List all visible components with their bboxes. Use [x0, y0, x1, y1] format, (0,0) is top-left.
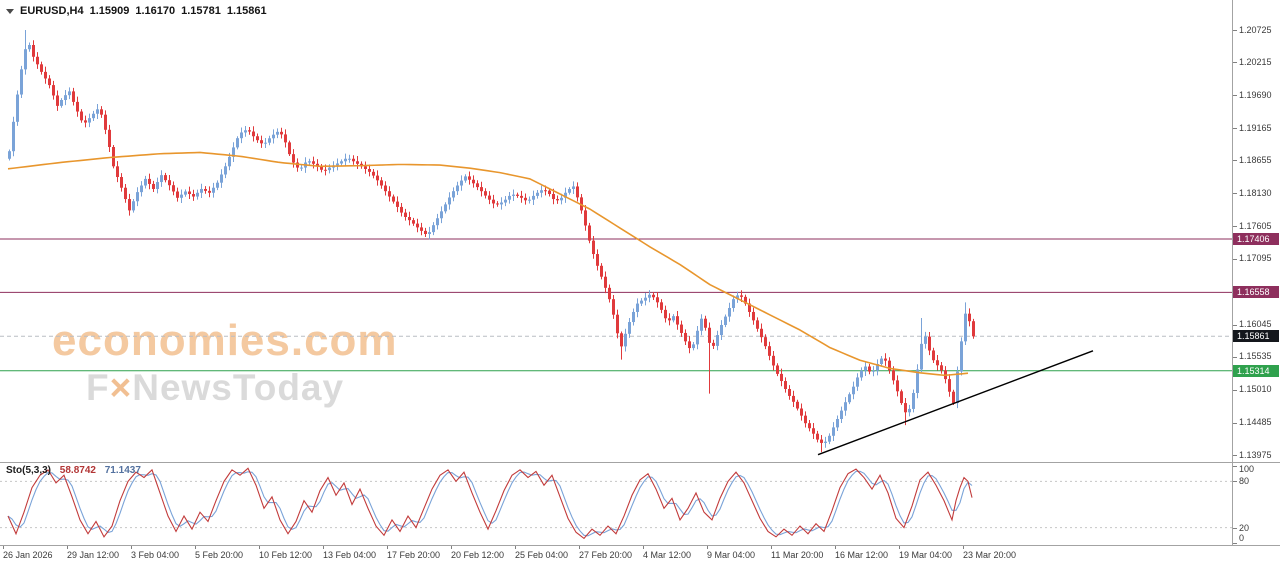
date-label: 25 Feb 04:00: [515, 550, 569, 560]
price-tick-mark: [1233, 226, 1237, 228]
price-tick-label: 1.15010: [1239, 384, 1272, 395]
watermark-f: F: [86, 367, 110, 409]
price-tick-mark: [1233, 258, 1237, 260]
date-label: 16 Mar 12:00: [835, 550, 889, 560]
date-tick-mark: [579, 546, 580, 549]
date-label: 27 Feb 20:00: [579, 550, 633, 560]
chart-title: EURUSD,H4 1.15909 1.16170 1.15781 1.1586…: [6, 5, 267, 17]
price-tick-label: 1.19690: [1239, 89, 1272, 100]
date-label: 10 Feb 12:00: [259, 550, 313, 560]
price-chart-canvas[interactable]: [0, 0, 1232, 462]
indicator-tick-mark: [1233, 543, 1237, 544]
indicator-scale-label: 100: [1239, 464, 1255, 474]
date-tick-mark: [259, 546, 260, 549]
indicator-label: Sto(5,3,3) 58.8742 71.1437: [6, 465, 141, 476]
date-label: 13 Feb 04:00: [323, 550, 377, 560]
price-tick-mark: [1233, 422, 1237, 424]
date-label: 4 Mar 12:00: [643, 550, 692, 560]
ohlc-low: 1.15781: [181, 5, 221, 17]
ohlc-high: 1.16170: [135, 5, 176, 17]
date-label: 29 Jan 12:00: [67, 550, 120, 560]
price-tick-mark: [1233, 128, 1237, 130]
price-tick-label: 1.15535: [1239, 351, 1272, 362]
ohlc-open: 1.15909: [89, 5, 130, 17]
date-tick-mark: [643, 546, 644, 549]
date-tick-mark: [67, 546, 68, 549]
date-tick-mark: [707, 546, 708, 549]
date-tick-mark: [771, 546, 772, 549]
time-axis-divider: [0, 545, 1280, 546]
stochastic-canvas[interactable]: [0, 463, 1232, 545]
price-tick-label: 1.17605: [1239, 220, 1272, 231]
date-label: 20 Feb 12:00: [451, 550, 505, 560]
indicator-signal-value: 71.1437: [104, 465, 141, 476]
price-tick-mark: [1233, 160, 1237, 162]
date-label: 23 Mar 20:00: [963, 550, 1017, 560]
indicator-scale-label: 80: [1239, 476, 1250, 487]
watermark: economies.com F×NewsToday: [52, 316, 398, 409]
price-tick-mark: [1233, 455, 1237, 456]
price-tick-mark: [1233, 356, 1237, 358]
watermark-brand-text: economies.com: [52, 316, 398, 365]
indicator-tick-mark: [1233, 466, 1237, 467]
price-tick-label: 1.18655: [1239, 154, 1272, 165]
chart-symbol-timeframe: EURUSD,H4: [20, 5, 84, 17]
price-tick-label: 1.20725: [1239, 24, 1272, 35]
watermark-x-icon: ×: [109, 367, 133, 409]
price-tick-mark: [1233, 95, 1237, 97]
indicator-name: Sto(5,3,3): [6, 465, 52, 476]
date-label: 3 Feb 04:00: [131, 550, 180, 560]
price-axis[interactable]: 1.20725 1.20215 1.19690 1.19165 1.18655 1.181…: [1232, 0, 1280, 545]
indicator-scale-label: 20: [1239, 522, 1250, 533]
price-tick-label: 1.14485: [1239, 417, 1272, 428]
symbol-marker-icon: [6, 8, 14, 14]
date-tick-mark: [3, 546, 4, 549]
price-badge: 1.16558: [1233, 286, 1279, 299]
date-tick-mark: [515, 546, 516, 549]
date-label: 26 Jan 2026: [3, 550, 53, 560]
date-tick-mark: [195, 546, 196, 549]
price-badge: 1.15861: [1233, 330, 1279, 343]
date-label: 5 Feb 20:00: [195, 550, 244, 560]
price-tick-mark: [1233, 389, 1237, 391]
indicator-tick-mark: [1233, 527, 1237, 529]
time-axis[interactable]: 26 Jan 2026 29 Jan 12:00 3 Feb 04:00 5 Feb …: [0, 546, 1280, 567]
date-label: 9 Mar 04:00: [707, 550, 756, 560]
date-tick-mark: [131, 546, 132, 549]
indicator-main-value: 58.8742: [59, 465, 96, 476]
price-tick-label: 1.19165: [1239, 122, 1272, 133]
date-label: 11 Mar 20:00: [771, 550, 824, 560]
price-tick-label: 1.20215: [1239, 56, 1272, 67]
date-tick-mark: [451, 546, 452, 549]
date-label: 19 Mar 04:00: [899, 550, 953, 560]
price-badge: 1.17406: [1233, 232, 1279, 245]
price-tick-label: 1.17095: [1239, 253, 1272, 264]
date-tick-mark: [835, 546, 836, 549]
date-tick-mark: [323, 546, 324, 549]
price-tick-mark: [1233, 324, 1237, 326]
date-label: 17 Feb 20:00: [387, 550, 441, 560]
price-tick-label: 1.18130: [1239, 187, 1272, 198]
price-tick-mark: [1233, 193, 1237, 195]
price-tick-label: 1.16045: [1239, 319, 1272, 330]
date-tick-mark: [387, 546, 388, 549]
date-tick-mark: [963, 546, 964, 549]
panel-divider[interactable]: [0, 462, 1280, 463]
ohlc-close: 1.15861: [226, 5, 267, 17]
price-badge: 1.15314: [1233, 364, 1279, 377]
date-tick-mark: [899, 546, 900, 549]
watermark-rest: NewsToday: [132, 367, 345, 409]
price-tick-label: 1.13975: [1239, 449, 1272, 460]
watermark-subbrand-text: F×NewsToday: [86, 367, 398, 409]
indicator-tick-mark: [1233, 481, 1237, 483]
price-tick-mark: [1233, 62, 1237, 64]
price-tick-mark: [1233, 30, 1237, 31]
indicator-scale-label: 0: [1239, 533, 1245, 543]
